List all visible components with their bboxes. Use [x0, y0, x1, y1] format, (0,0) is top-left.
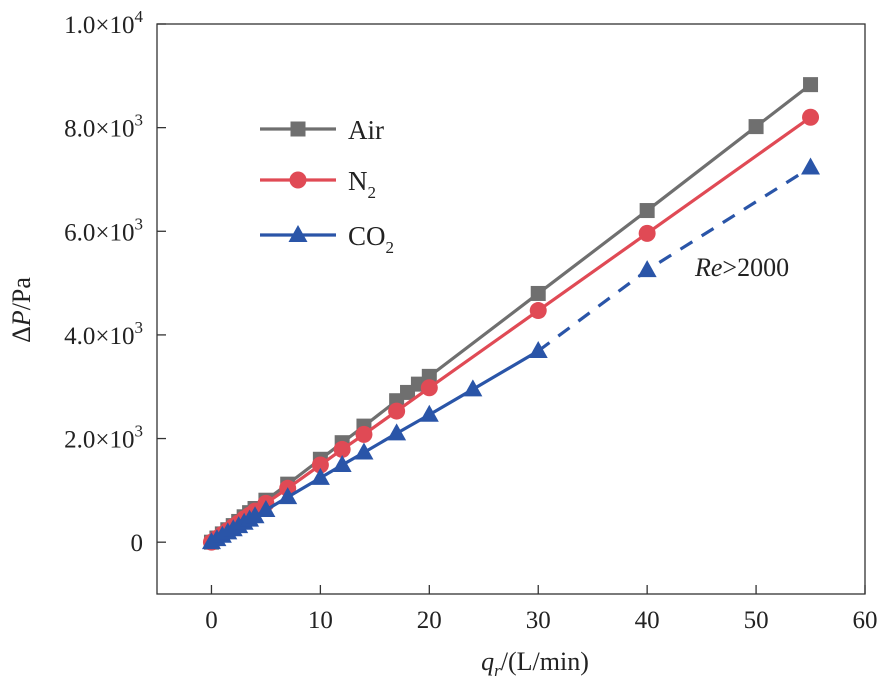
series-air — [203, 77, 819, 550]
air-data-point — [530, 285, 546, 301]
air-data-point — [748, 119, 764, 135]
co2-data-point — [637, 260, 657, 278]
x-axis-ticks: 0 10 20 30 40 50 60 — [205, 585, 878, 634]
series-layer — [201, 77, 821, 551]
co2-data-point — [387, 423, 407, 441]
legend-label-main: N — [348, 166, 368, 196]
y-tick-exponent: 3 — [135, 318, 144, 337]
annotations: Re>2000 — [694, 253, 789, 282]
y-axis-title: ΔP/Pa — [7, 277, 36, 343]
n2-data-point — [388, 402, 406, 420]
n2-data-point — [355, 425, 373, 443]
x-tick-label: 40 — [635, 607, 660, 634]
y-tick-label: 0 — [131, 530, 144, 557]
co2-data-point — [288, 225, 308, 242]
y-axis-title-delta: Δ — [7, 326, 36, 343]
x-axis-title: qr/(L/min) — [481, 647, 589, 680]
y-tick-exponent: 3 — [135, 111, 144, 130]
co2-data-point — [801, 157, 821, 175]
y-tick-mantissa: 1.0×10 — [64, 12, 134, 39]
x-axis-title-var: q — [481, 647, 494, 676]
x-tick-label: 10 — [308, 607, 333, 634]
n2-data-point — [638, 224, 656, 242]
co2-data-point — [354, 442, 374, 460]
legend-label-sub: 2 — [368, 183, 377, 202]
y-tick-label: 1.0×104 — [64, 7, 143, 39]
y-tick-exponent: 3 — [135, 422, 144, 441]
air-data-point — [421, 368, 437, 384]
y-axis-title-var: P — [7, 310, 36, 327]
air-data-point — [803, 77, 819, 93]
x-axis-title-sub: r — [494, 661, 501, 680]
legend-label-main: CO — [348, 221, 386, 251]
x-tick-label: 30 — [526, 607, 551, 634]
x-tick-label: 0 — [205, 607, 218, 634]
y-tick-exponent: 3 — [135, 214, 144, 233]
x-tick-label: 60 — [853, 607, 878, 634]
y-tick-mantissa: 2.0×10 — [64, 427, 134, 454]
y-tick-mantissa: 4.0×10 — [64, 323, 134, 350]
n2-data-point — [802, 108, 820, 126]
series-co2 — [201, 157, 821, 550]
x-axis-title-unit: /(L/min) — [501, 647, 589, 676]
co2-data-point — [278, 487, 298, 505]
re-annotation-italic: Re — [694, 253, 722, 282]
n2-data-point — [333, 440, 351, 458]
air-line — [210, 83, 812, 544]
legend-label-main: Air — [348, 115, 384, 145]
co2-data-point — [245, 506, 265, 524]
re-annotation: Re>2000 — [694, 253, 789, 282]
y-tick-mantissa: 8.0×10 — [64, 116, 134, 143]
legend-label-sub: 2 — [386, 238, 395, 257]
n2-data-point — [529, 302, 547, 320]
co2-data-point — [310, 467, 330, 485]
legend-item-air: Air — [260, 115, 384, 145]
legend-item-n2: N2 — [260, 166, 376, 202]
co2-data-point — [332, 454, 352, 472]
n2-data-point — [311, 456, 329, 474]
n2-data-point — [289, 171, 307, 189]
y-tick-label: 4.0×103 — [64, 318, 143, 350]
air-data-point — [290, 121, 306, 137]
y-tick-label: 8.0×103 — [64, 111, 143, 143]
x-tick-label: 20 — [417, 607, 442, 634]
n2-data-point — [420, 379, 438, 397]
co2-data-point — [256, 500, 276, 518]
y-tick-mantissa: 0 — [131, 530, 144, 557]
co2-data-point — [419, 404, 439, 422]
y-tick-label: 2.0×103 — [64, 422, 143, 454]
re-annotation-value: >2000 — [722, 253, 789, 282]
x-tick-label: 50 — [744, 607, 769, 634]
y-tick-mantissa: 6.0×10 — [64, 219, 134, 246]
y-axis-title-unit: /Pa — [7, 277, 36, 311]
y-tick-exponent: 4 — [135, 7, 144, 26]
co2-data-point — [528, 340, 548, 358]
y-tick-label: 6.0×103 — [64, 214, 143, 246]
legend-label-air: Air — [348, 115, 384, 145]
co2-data-point — [463, 379, 483, 397]
legend-label-n2: N2 — [348, 166, 376, 202]
legend-item-co2: CO2 — [260, 221, 394, 257]
legend-label-co2: CO2 — [348, 221, 394, 257]
plot-frame — [156, 23, 866, 595]
air-data-point — [639, 203, 655, 219]
